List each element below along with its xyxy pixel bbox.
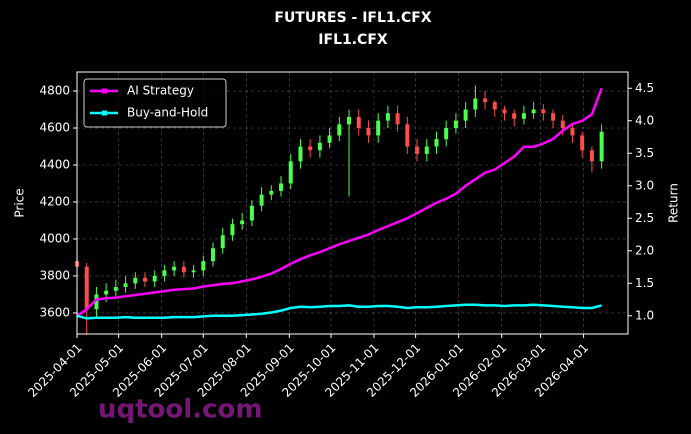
candle-body — [152, 275, 157, 282]
y-tick-label: 4800 — [39, 84, 70, 98]
return-line — [76, 87, 603, 317]
candle-body — [434, 139, 439, 147]
candle-body — [113, 287, 118, 291]
y-tick-label: 3800 — [39, 268, 70, 282]
y2-tick-label: 1.0 — [635, 308, 654, 322]
y-tick-label: 4400 — [39, 158, 70, 172]
candle-body — [269, 190, 274, 195]
candle-body — [279, 183, 284, 191]
legend-label: Buy-and-Hold — [127, 106, 208, 120]
candle-body — [599, 131, 604, 162]
candle-body — [483, 98, 488, 103]
y2-tick-label: 1.5 — [635, 276, 654, 290]
candle-body — [385, 113, 390, 121]
candle-body — [531, 109, 536, 114]
candle-body — [308, 146, 313, 151]
candle-body — [133, 277, 138, 284]
y2-tick-label: 2.0 — [635, 243, 654, 257]
y2-tick-label: 4.5 — [635, 81, 654, 95]
candle-body — [453, 120, 458, 129]
watermark: uqtool.com — [98, 395, 262, 425]
candle-body — [580, 135, 585, 151]
y-tick-label: 3600 — [39, 305, 70, 319]
candle-body — [570, 128, 575, 136]
candle-body — [366, 128, 371, 136]
candle-body — [560, 120, 565, 129]
candle-body — [541, 109, 546, 114]
candle-body — [337, 124, 342, 136]
candle-body — [424, 146, 429, 154]
candle-body — [172, 266, 177, 271]
y2-tick-label: 3.5 — [635, 146, 654, 160]
candle-body — [288, 161, 293, 184]
chart-subtitle: IFL1.CFX — [318, 32, 388, 48]
candle-body — [211, 248, 216, 262]
candle-body — [347, 116, 352, 125]
candle-body — [444, 128, 449, 140]
y-tick-label: 4200 — [39, 194, 70, 208]
candle-body — [230, 224, 235, 236]
candle-body — [104, 290, 109, 295]
candle-body — [405, 124, 410, 147]
chart-title: FUTURES - IFL1.CFX — [274, 10, 431, 26]
candle-body — [473, 98, 478, 110]
candle-body — [123, 283, 128, 288]
legend-label: AI Strategy — [127, 84, 194, 98]
candle-body — [492, 102, 497, 110]
candle-body — [259, 194, 264, 206]
y2-tick-label: 2.5 — [635, 211, 654, 225]
legend-box — [83, 78, 227, 128]
candle-body — [317, 142, 322, 151]
y-axis-label: Price — [13, 188, 27, 217]
candle-body — [376, 120, 381, 136]
candle-body — [84, 266, 89, 310]
candle-body — [201, 261, 206, 271]
candle-body — [551, 113, 556, 121]
candle-body — [143, 277, 148, 282]
candle-body — [191, 270, 196, 273]
y2-axis-label: Return — [667, 183, 681, 223]
candle-body — [521, 113, 526, 119]
candle-body — [512, 113, 517, 119]
candle-body — [327, 135, 332, 143]
candle-body — [94, 294, 99, 310]
y2-tick-label: 4.0 — [635, 113, 654, 127]
candle-body — [220, 235, 225, 249]
candle-body — [181, 266, 186, 273]
plot-frame — [76, 71, 629, 335]
candle-body — [356, 116, 361, 129]
y-tick-label: 4600 — [39, 121, 70, 135]
legend: AI Strategy Buy-and-Hold — [83, 78, 227, 128]
y2-tick-label: 3.0 — [635, 178, 654, 192]
y-tick-label: 4000 — [39, 231, 70, 245]
candle-body — [298, 146, 303, 162]
legend-marker — [102, 88, 107, 94]
candle-body — [502, 109, 507, 114]
candle-body — [240, 220, 245, 225]
candle-body — [415, 146, 420, 154]
candle-body — [463, 109, 468, 121]
candle-body — [589, 150, 594, 162]
candle-body — [395, 113, 400, 125]
return-line — [76, 303, 602, 320]
legend-marker — [102, 110, 107, 116]
candle-body — [249, 205, 254, 221]
candle-body — [162, 270, 167, 276]
